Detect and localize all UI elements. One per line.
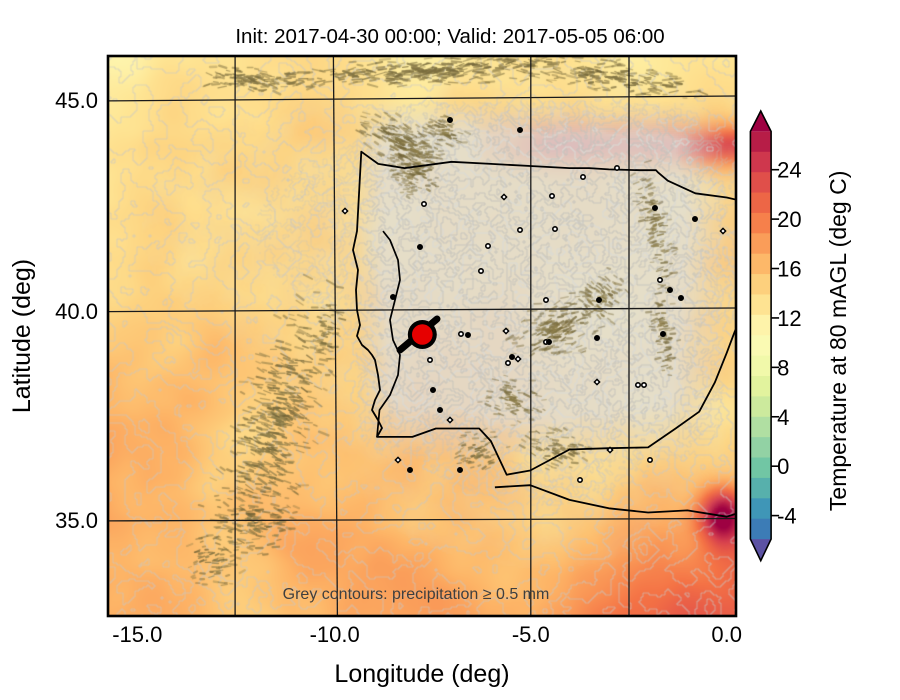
svg-text:-5.0: -5.0 (512, 622, 550, 647)
svg-text:8: 8 (777, 355, 789, 380)
svg-text:Temperature at 80 mAGL (deg C): Temperature at 80 mAGL (deg C) (825, 171, 851, 511)
svg-text:-4: -4 (777, 504, 797, 529)
svg-text:16: 16 (777, 257, 801, 282)
svg-text:0.0: 0.0 (711, 622, 742, 647)
svg-text:12: 12 (777, 306, 801, 331)
svg-text:Longitude (deg): Longitude (deg) (334, 660, 509, 688)
svg-text:Latitude (deg): Latitude (deg) (8, 259, 36, 413)
svg-text:Grey contours: precipitation ≥: Grey contours: precipitation ≥ 0.5 mm (283, 586, 550, 603)
svg-text:35.0: 35.0 (55, 508, 98, 533)
svg-text:-15.0: -15.0 (112, 622, 162, 647)
svg-text:20: 20 (777, 207, 801, 232)
svg-text:40.0: 40.0 (55, 299, 98, 324)
svg-text:0: 0 (777, 454, 789, 479)
svg-text:-10.0: -10.0 (310, 622, 360, 647)
svg-text:24: 24 (777, 158, 801, 183)
svg-text:Init: 2017-04-30 00:00; Valid:: Init: 2017-04-30 00:00; Valid: 2017-05-0… (235, 25, 664, 48)
svg-text:45.0: 45.0 (55, 88, 98, 113)
svg-text:4: 4 (777, 405, 789, 430)
